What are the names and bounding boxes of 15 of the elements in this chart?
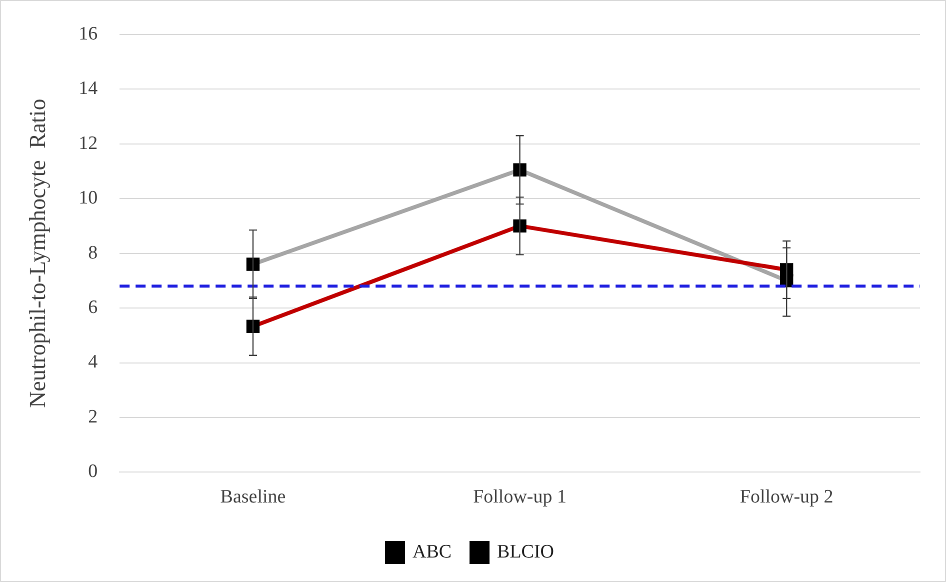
y-tick-label: 6 <box>88 297 98 318</box>
y-tick-label: 4 <box>88 352 98 373</box>
y-tick-label: 10 <box>78 188 98 209</box>
legend-label: BLCIO <box>497 541 554 562</box>
x-tick-label: Follow-up 2 <box>740 486 834 508</box>
y-axis-title: Neutrophil-to-Lymphocyte Ratio <box>24 98 50 408</box>
y-tick-label: 2 <box>88 406 98 428</box>
x-tick-label: Baseline <box>220 486 286 508</box>
y-tick-label: 0 <box>88 461 98 482</box>
y-tick-label: 14 <box>78 78 98 100</box>
x-tick-label: Follow-up 1 <box>473 486 567 508</box>
y-tick-label: 16 <box>78 23 98 44</box>
legend-label: ABC <box>412 541 452 562</box>
y-tick-label: 12 <box>78 132 98 154</box>
y-tick-label: 8 <box>88 242 98 264</box>
